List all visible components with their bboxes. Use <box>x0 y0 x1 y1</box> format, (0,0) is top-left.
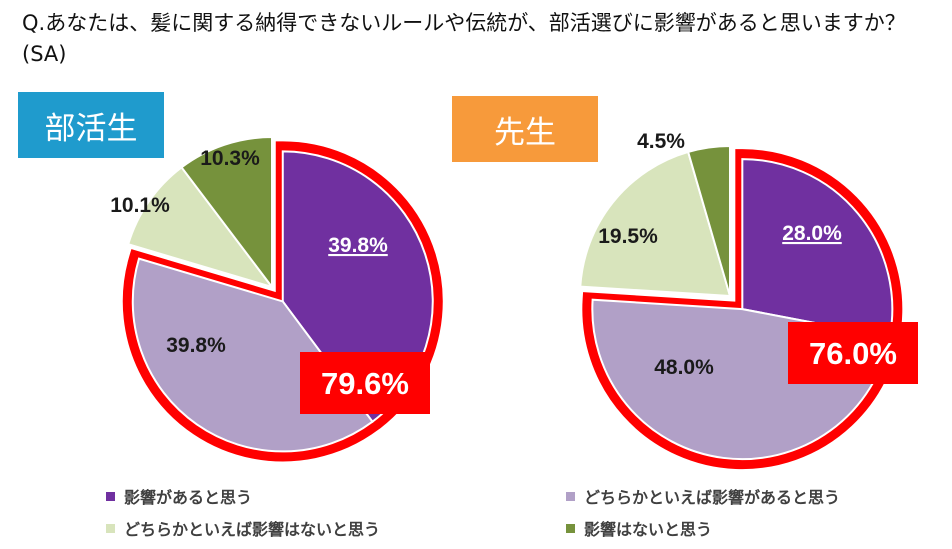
teacher-slice-3 <box>579 150 732 298</box>
teacher-slice-1 <box>741 158 894 339</box>
student-pie: 39.8% 39.8% 10.1% 10.3% 79.6% <box>110 135 443 462</box>
teacher-data-label-2: 48.0% <box>654 356 714 379</box>
teacher-rest-slices <box>579 144 732 298</box>
student-highlight-total: 79.6% <box>321 366 409 401</box>
student-data-label-2: 39.8% <box>166 334 226 357</box>
teacher-chart-title: 先生 <box>452 96 598 162</box>
teacher-data-label-3: 19.5% <box>598 225 658 248</box>
teacher-highlight-total: 76.0% <box>809 336 897 371</box>
student-rest-slices <box>126 135 275 290</box>
student-data-label-1: 39.8% <box>328 234 388 257</box>
question-title: Q.あなたは、髪に関する納得できないルールや伝統が、部活選びに影響があると思いま… <box>22 11 906 66</box>
teacher-highlight-box <box>788 322 918 384</box>
student-slice-4 <box>180 135 273 290</box>
teacher-highlight-outline <box>582 149 903 470</box>
teacher-data-label-4: 4.5% <box>637 130 685 153</box>
teacher-data-label-1: 28.0% <box>782 222 842 245</box>
student-highlight-outline <box>122 141 443 462</box>
student-slice-3 <box>126 165 275 289</box>
student-chart-title: 部活生 <box>18 92 164 158</box>
student-data-label-4: 10.3% <box>200 147 260 170</box>
teacher-pie: 28.0% 48.0% 19.5% 4.5% 76.0% <box>579 130 918 470</box>
teacher-slice-4 <box>686 144 731 297</box>
student-data-label-3: 10.1% <box>110 194 170 217</box>
student-highlight-box <box>300 352 430 414</box>
